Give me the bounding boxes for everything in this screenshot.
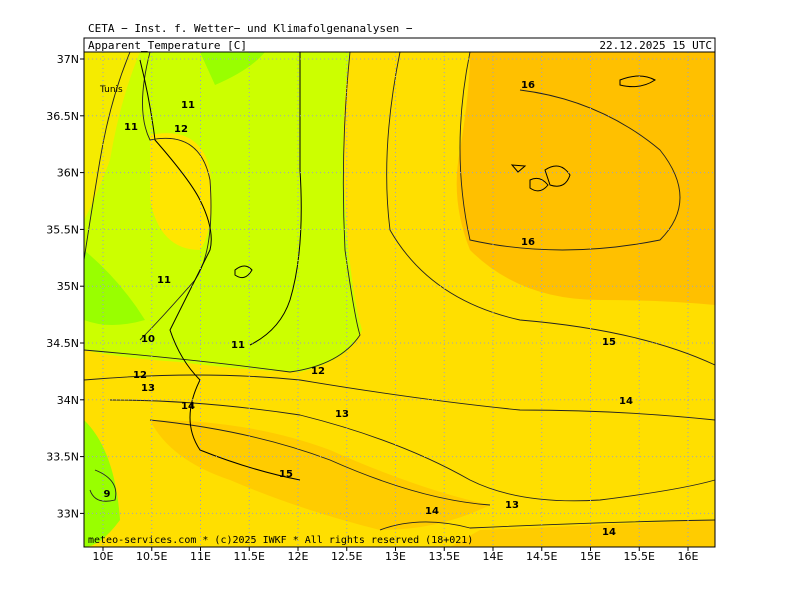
contour-label: 12 <box>133 370 147 381</box>
contour-label: 14 <box>602 527 616 538</box>
contour-label: 11 <box>181 100 195 111</box>
contour-line <box>89 469 117 502</box>
contour-label: 13 <box>335 409 349 420</box>
coastline <box>139 59 301 481</box>
contour-label: 15 <box>602 337 616 348</box>
contour-label: 12 <box>174 124 188 135</box>
contour-line <box>83 374 716 421</box>
field-yellow <box>150 133 212 250</box>
contour-label: 11 <box>157 275 171 286</box>
lon-label: 13.5E <box>429 550 460 563</box>
contour-label: 11 <box>231 340 245 351</box>
contour-label: 14 <box>619 396 633 407</box>
contour-label: 13 <box>141 383 155 394</box>
lat-label: 36N <box>57 167 79 180</box>
lon-label: 15.5E <box>624 550 655 563</box>
lon-label: 15E <box>580 550 601 563</box>
island <box>234 75 656 279</box>
coastline <box>249 51 302 346</box>
contour-label: 16 <box>521 80 535 91</box>
contour-label: 11 <box>124 122 138 133</box>
lon-label: 13E <box>385 550 406 563</box>
field-green <box>84 420 120 547</box>
header-title: CETA − Inst. f. Wetter− und Klimafolgena… <box>88 22 413 35</box>
lat-label: 34N <box>57 394 79 407</box>
contour-line <box>149 419 491 506</box>
lon-label: 10.5E <box>136 550 167 563</box>
lat-label: 36.5N <box>46 110 79 123</box>
lon-label: 11E <box>190 550 211 563</box>
graticule <box>80 52 715 551</box>
lon-label: 12.5E <box>331 550 362 563</box>
coastline <box>139 51 656 481</box>
lon-label: 14.5E <box>526 550 557 563</box>
lat-label: 37N <box>57 53 79 66</box>
contour-label: 10 <box>141 334 155 345</box>
footer: meteo-services.com * (c)2025 IWKF * All … <box>88 535 473 546</box>
field-orange <box>450 520 715 547</box>
field-yellow <box>84 52 140 220</box>
contours <box>83 51 716 531</box>
lat-label: 33.5N <box>46 451 79 464</box>
contour-label: 16 <box>521 237 535 248</box>
place-label: Tunis <box>99 85 123 95</box>
datetime: 22.12.2025 15 UTC <box>599 39 712 52</box>
contour-line <box>139 51 212 341</box>
lon-label: 14E <box>483 550 504 563</box>
lat-label: 35N <box>57 280 79 293</box>
contour-line <box>379 519 716 531</box>
contour-line <box>83 51 131 261</box>
contour-label: 14 <box>181 401 195 412</box>
contour-label: 14 <box>425 506 439 517</box>
contour-line <box>386 51 716 366</box>
parameter: Apparent_Temperature [C] <box>88 39 247 52</box>
lat-label: 35.5N <box>46 223 79 236</box>
contour-line <box>83 51 361 373</box>
field-orange <box>150 420 490 530</box>
contour-label: 12 <box>311 366 325 377</box>
contour-line <box>459 51 681 251</box>
lat-label: 34.5N <box>46 337 79 350</box>
field-green <box>84 250 145 325</box>
contour-label: 13 <box>505 500 519 511</box>
lon-label: 12E <box>288 550 309 563</box>
map-fields <box>84 52 715 547</box>
contour-label: 15 <box>279 469 293 480</box>
lon-label: 16E <box>678 550 699 563</box>
lon-label: 11.5E <box>234 550 265 563</box>
lat-label: 33N <box>57 507 79 520</box>
contour-label: 9 <box>104 489 111 500</box>
contour-line <box>109 399 716 502</box>
map-frame <box>83 51 716 548</box>
lon-label: 10E <box>93 550 114 563</box>
